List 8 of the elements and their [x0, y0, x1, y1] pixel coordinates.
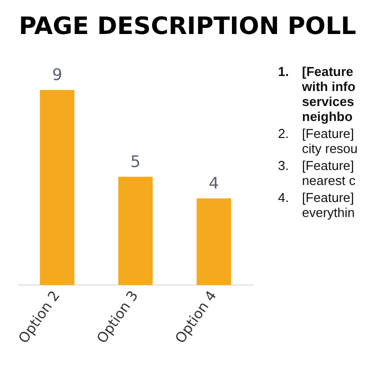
text: 2. [Feature] city resou	[278, 126, 359, 156]
data-label: 5	[130, 152, 141, 171]
data-label: 9	[52, 65, 62, 84]
text: 3. [Feature] nearest c	[278, 158, 356, 188]
text: 1. [Feature with info services neighbo	[278, 64, 356, 124]
chart-title: PAGE DESCRIPTION POLL	[18, 11, 358, 40]
text: 4. [Feature] everythin	[278, 190, 356, 220]
data-label: 4	[208, 174, 219, 193]
